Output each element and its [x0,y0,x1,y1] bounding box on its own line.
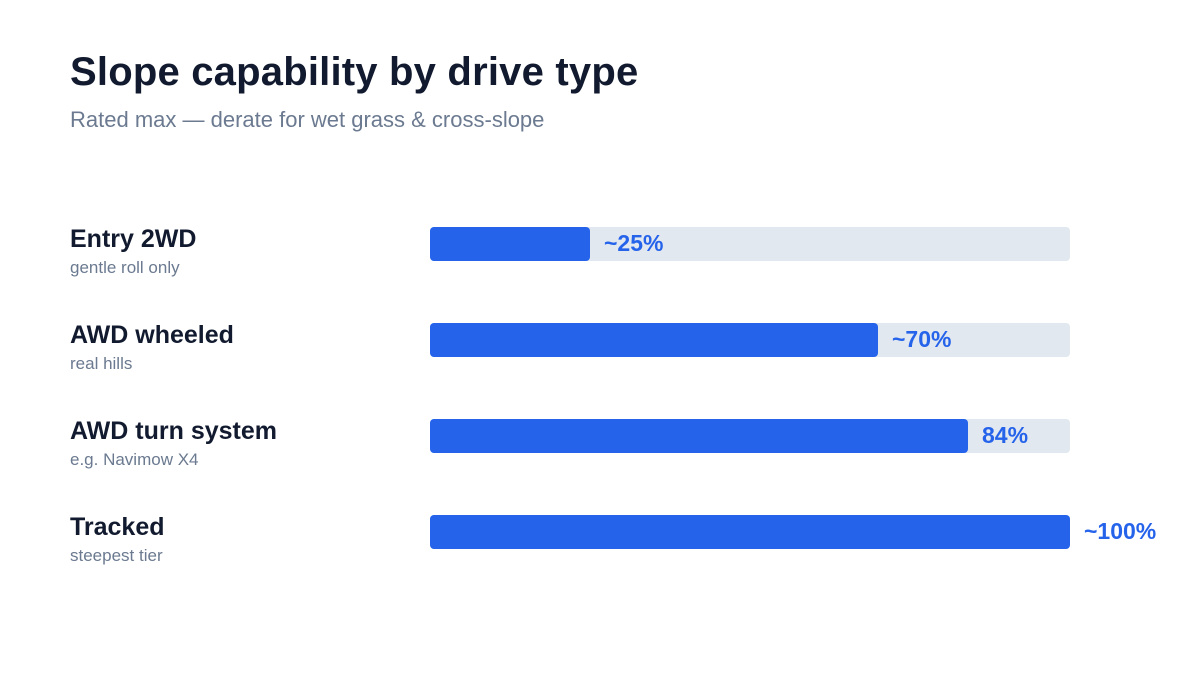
category-note: gentle roll only [70,258,180,277]
bar-row: Entry 2WD gentle roll only ~25% [0,225,1200,295]
chart-title: Slope capability by drive type [70,50,639,94]
data-label: 84% [982,422,1029,448]
bar-row: AWD wheeled real hills ~70% [0,321,1200,391]
bar-track [430,323,1070,357]
data-label: ~25% [604,230,664,256]
bar [430,515,1070,549]
category-label: Tracked [70,513,165,541]
data-label: ~100% [1084,518,1157,544]
category-note: e.g. Navimow X4 [70,450,199,469]
bar [430,323,878,357]
chart-subtitle: Rated max — derate for wet grass & cross… [70,107,545,132]
bar-row: AWD turn system e.g. Navimow X4 84% [0,417,1200,487]
bar-track [430,515,1070,549]
data-label: ~70% [892,326,952,352]
bar [430,227,590,261]
category-note: steepest tier [70,546,163,565]
bar-track [430,227,1070,261]
category-note: real hills [70,354,133,373]
bar-row: Tracked steepest tier ~100% [0,513,1200,583]
category-label: Entry 2WD [70,225,197,253]
bar [430,419,968,453]
category-label: AWD turn system [70,417,277,445]
category-label: AWD wheeled [70,321,234,349]
bar-track [430,419,1070,453]
